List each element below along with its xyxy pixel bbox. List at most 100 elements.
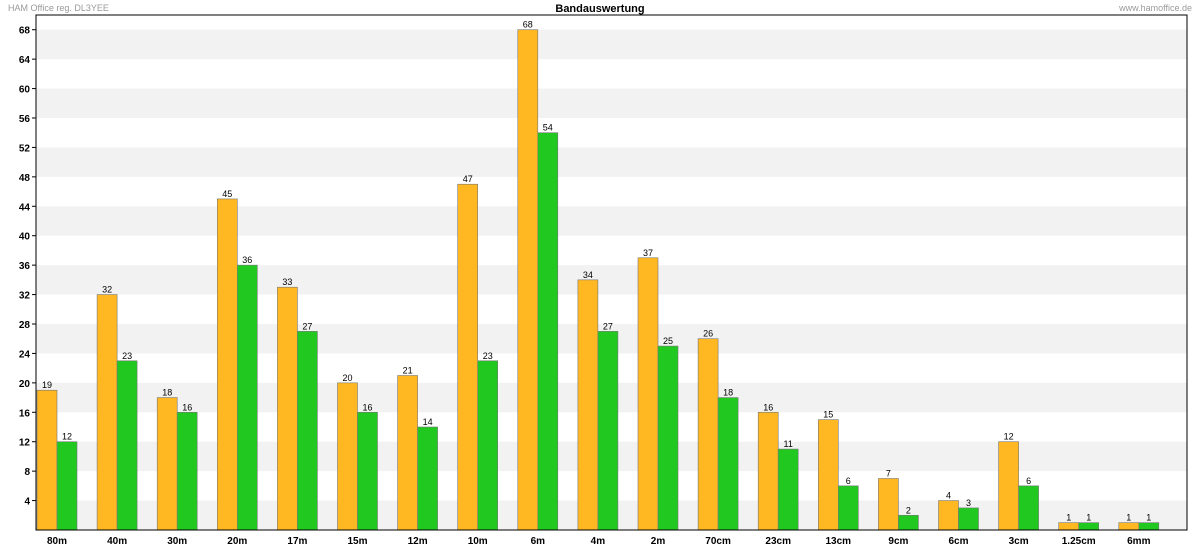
data-label: 15 <box>823 410 833 420</box>
data-label: 1 <box>1126 513 1131 523</box>
y-tick-label: 4 <box>24 497 30 508</box>
y-tick-label: 68 <box>19 26 31 37</box>
bar <box>898 514 919 531</box>
bar <box>717 397 739 531</box>
plot-frame <box>35 14 1188 531</box>
bar <box>817 419 839 531</box>
bar <box>116 360 138 531</box>
data-label: 36 <box>242 255 252 265</box>
bar <box>878 478 899 531</box>
x-category-label: 6m <box>531 536 546 547</box>
y-tick-label: 56 <box>19 114 31 125</box>
y-tick-label: 48 <box>19 173 31 184</box>
data-label: 12 <box>1004 432 1014 442</box>
bar <box>757 411 779 531</box>
x-category-label: 6cm <box>948 536 968 547</box>
data-label: 3 <box>966 498 971 508</box>
data-label: 27 <box>603 321 613 331</box>
x-category-label: 4m <box>591 536 606 547</box>
data-label: 25 <box>663 336 673 346</box>
bar <box>938 500 959 531</box>
bar <box>357 411 378 531</box>
data-label: 23 <box>122 351 132 361</box>
data-label: 7 <box>886 469 891 479</box>
data-label: 68 <box>523 20 533 30</box>
bar <box>277 286 298 531</box>
data-label: 34 <box>583 270 593 280</box>
data-label: 6 <box>1026 476 1031 486</box>
bar <box>176 411 198 531</box>
y-tick-label: 64 <box>19 55 31 66</box>
x-category-label: 70cm <box>705 536 731 547</box>
grid-band <box>36 206 1187 236</box>
y-tick-label: 36 <box>19 261 31 272</box>
bar <box>1118 522 1140 531</box>
program-registration-note: HAM Office reg. DL3YEE <box>8 3 109 13</box>
bar <box>657 345 679 531</box>
bar <box>217 198 238 531</box>
data-label: 21 <box>403 366 413 376</box>
data-label: 18 <box>723 388 733 398</box>
x-category-label: 15m <box>347 536 367 547</box>
x-category-label: 80m <box>47 536 67 547</box>
y-tick-label: 44 <box>19 202 31 213</box>
y-tick-label: 60 <box>19 85 31 96</box>
data-label: 54 <box>543 123 553 133</box>
grid-band <box>36 265 1187 295</box>
data-label: 16 <box>182 402 192 412</box>
data-label: 1 <box>1066 513 1071 523</box>
grid-band <box>36 147 1187 177</box>
data-label: 16 <box>763 402 773 412</box>
grid-band <box>36 88 1187 118</box>
data-label: 45 <box>222 189 232 199</box>
bar <box>297 331 318 531</box>
bar <box>457 183 479 531</box>
y-tick-label: 8 <box>24 467 30 478</box>
data-label: 1 <box>1146 513 1151 523</box>
x-category-label: 12m <box>408 536 428 547</box>
bar <box>337 382 358 531</box>
bar <box>1138 522 1160 531</box>
bar <box>56 441 78 531</box>
x-category-label: 30m <box>167 536 187 547</box>
bar <box>477 360 499 531</box>
x-category-label: 20m <box>227 536 247 547</box>
data-label: 47 <box>463 174 473 184</box>
x-category-label: 9cm <box>888 536 908 547</box>
y-tick-label: 28 <box>19 320 31 331</box>
bar <box>837 485 859 531</box>
bar <box>36 389 58 531</box>
bar <box>777 448 799 531</box>
x-category-label: 3cm <box>1009 536 1029 547</box>
bar <box>697 338 719 531</box>
website-note: www.hamoffice.de <box>1119 3 1192 13</box>
bar <box>417 426 438 531</box>
bar <box>517 29 539 531</box>
bar <box>96 294 118 531</box>
x-category-label: 1.25cm <box>1062 536 1096 547</box>
data-label: 26 <box>703 329 713 339</box>
data-label: 19 <box>42 380 52 390</box>
data-label: 37 <box>643 248 653 258</box>
data-label: 2 <box>906 505 911 515</box>
y-tick-label: 40 <box>19 232 31 243</box>
data-label: 33 <box>282 277 292 287</box>
data-label: 6 <box>846 476 851 486</box>
data-label: 20 <box>342 373 352 383</box>
bar <box>637 257 659 531</box>
data-label: 32 <box>102 285 112 295</box>
data-label: 23 <box>483 351 493 361</box>
x-category-label: 17m <box>287 536 307 547</box>
x-category-label: 40m <box>107 536 127 547</box>
bar <box>397 375 418 531</box>
x-category-label: 23cm <box>765 536 791 547</box>
data-label: 1 <box>1086 513 1091 523</box>
bar <box>156 397 178 531</box>
bar <box>237 264 258 531</box>
bar <box>537 132 559 531</box>
bar <box>998 441 1019 531</box>
y-tick-label: 16 <box>19 408 31 419</box>
x-category-label: 13cm <box>826 536 852 547</box>
bar <box>1058 522 1079 531</box>
